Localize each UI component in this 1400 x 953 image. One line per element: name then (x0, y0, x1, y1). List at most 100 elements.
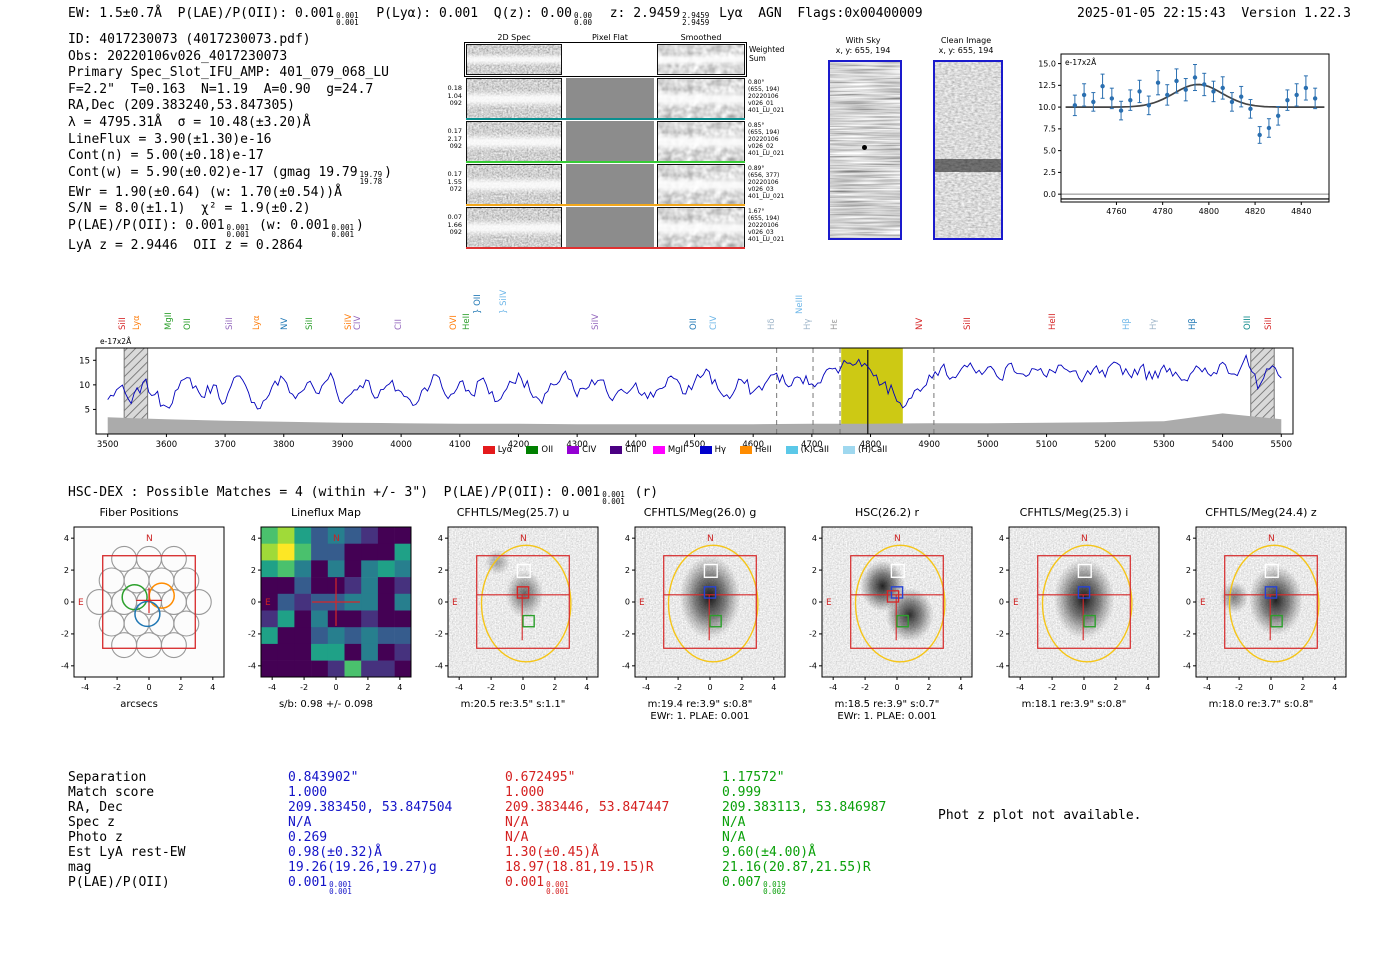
legend-label: (H)CaII (858, 445, 888, 455)
line-marker-SiII: SiII (1263, 317, 1274, 330)
match-cell: N/A (505, 830, 529, 845)
cutout-caption: arcsecs (120, 699, 158, 710)
svg-text:2: 2 (739, 683, 744, 692)
pixel-flat-strip (566, 78, 654, 118)
cutout-panel-image-2: CFHTLS/Meg(25.7) u N E -4 -4 -2 -2 0 0 2 2 4 4 m:20.5… (420, 506, 606, 722)
svg-text:0: 0 (146, 683, 151, 692)
svg-text:4: 4 (771, 683, 776, 692)
svg-text:2: 2 (926, 683, 931, 692)
svg-text:-2: -2 (861, 683, 869, 692)
svg-text:4820: 4820 (1245, 207, 1265, 216)
info-line: Cont(w) = 5.90(±0.02)e-17 (gmag 19.79 19.… (68, 164, 392, 186)
line-marker-HeII: HeII (461, 313, 472, 330)
svg-text:4: 4 (397, 683, 402, 692)
fiber-id-labels: 0.89° (656, 377) 20220106 v026_03 401_LU… (748, 165, 785, 200)
match-cell: N/A (722, 815, 746, 830)
svg-text:N: N (146, 534, 153, 544)
legend-swatch (699, 446, 712, 454)
units-annotation: e-17x2Å (100, 337, 132, 346)
legend-item: Hγ (699, 445, 726, 455)
svg-text:E: E (826, 598, 832, 608)
legend-item: (H)CaII (843, 445, 887, 455)
legend-label: (K)CaII (800, 445, 830, 455)
line-marker-Ly: Lyα (251, 315, 262, 330)
svg-text:-4: -4 (829, 683, 837, 692)
line-marker-SiII: SiII (963, 317, 974, 330)
svg-text:5.0: 5.0 (1043, 146, 1056, 155)
cutout-panel-lineflux-1: Lineflux Map N E -4 -4 -2 -2 0 0 2 2 4 4 s/b: 0.98 +/… (233, 506, 419, 722)
svg-text:4100: 4100 (449, 440, 471, 450)
svg-text:N: N (1081, 534, 1088, 544)
cutout-plot: N E -4 -4 -2 -2 0 0 2 2 4 4 (809, 526, 973, 692)
svg-text:5000: 5000 (977, 440, 999, 450)
cutout-title: CFHTLS/Meg(25.3) i (1019, 506, 1129, 519)
cutout-panel-image-6: CFHTLS/Meg(24.4) z N E -4 -4 -2 -2 0 0 2 2 4 4 m:18.0… (1168, 506, 1354, 722)
spec2d-strip (466, 78, 562, 120)
svg-text:4: 4 (64, 534, 69, 543)
info-line: LineFlux = 3.90(±1.30)e-16 (68, 131, 272, 147)
svg-text:0: 0 (438, 598, 443, 607)
cutout-panel-image-5: CFHTLS/Meg(25.3) i N E -4 -4 -2 -2 0 0 2 2 4 4 m:18.1… (981, 506, 1167, 722)
line-marker-SiII: SiII (118, 317, 129, 330)
cutout-title: HSC(26.2) r (854, 506, 920, 519)
cutout-caption-2: EWr: 1. PLAE: 0.001 (837, 711, 937, 722)
svg-text:-2: -2 (487, 683, 495, 692)
weighted-sum-frame (464, 42, 747, 77)
fiber-color-separator (466, 118, 745, 120)
svg-text:E: E (452, 598, 458, 608)
fiber-weight-labels: 0.17 2.17 092 (447, 127, 462, 150)
match-cell: 19.26(19.26,19.27)g (288, 860, 437, 875)
svg-text:N: N (707, 534, 714, 544)
match-cell: 0.269 (288, 830, 328, 845)
svg-text:0: 0 (999, 598, 1004, 607)
catalog-match-header: HSC-DEX : Possible Matches = 4 (within +… (68, 485, 659, 506)
legend-swatch (482, 446, 495, 454)
line-fit-plot: 0.0 2.5 5.0 7.5 10.0 12.5 15.0 4760 4780 4800 4820… (1038, 53, 1330, 216)
dark-band (935, 158, 1001, 172)
info-line: ID: 4017230073 (4017230073.pdf) (68, 32, 311, 47)
cutout-title: Fiber Positions (99, 506, 179, 519)
legend-swatch (843, 446, 856, 454)
svg-text:-4: -4 (1016, 683, 1024, 692)
svg-text:15.0: 15.0 (1038, 59, 1056, 68)
info-line: P(LAE)/P(OII): 0.001 0.001 0.001 (w: 0.001… (68, 217, 364, 239)
cutout-caption: m:19.4 re:3.9" s:0.8" (647, 699, 753, 710)
line-marker-Ly: Lyα (131, 315, 142, 330)
svg-text:4300: 4300 (566, 440, 588, 450)
cutout-panel-image-3: CFHTLS/Meg(26.0) g N E -4 -4 -2 -2 0 0 2 2 4 4 m:19.4… (607, 506, 793, 722)
stacked-fraction: 0.001 0.001 (226, 222, 250, 239)
svg-text:2: 2 (1186, 566, 1191, 575)
line-marker-OII: OII (182, 318, 193, 330)
legend-swatch (567, 446, 580, 454)
svg-text:0: 0 (894, 683, 899, 692)
cutout-panel-image-4: HSC(26.2) r N E -4 -4 -2 -2 0 0 2 2 4 4 m:18.5 re:3.9… (794, 506, 980, 722)
spec2d-strip (657, 164, 745, 206)
line-marker-CIV: CIV (709, 315, 720, 330)
match-cell: 1.30(±0.45)Å (505, 845, 599, 860)
svg-text:2: 2 (438, 566, 443, 575)
svg-text:E: E (1013, 598, 1019, 608)
svg-text:-2: -2 (1048, 683, 1056, 692)
legend-label: Hγ (714, 445, 726, 455)
cutout-title: Lineflux Map (290, 506, 362, 519)
spec2d-strip (466, 44, 562, 75)
line-marker-OII: OII (689, 318, 700, 330)
cutout-title: CFHTLS/Meg(25.7) u (456, 506, 570, 519)
stacked-fraction: 0.001 0.001 (331, 222, 354, 239)
cutout-plot: N E -4 -4 -2 -2 0 0 2 2 4 4 (622, 526, 786, 692)
svg-text:-2: -2 (1235, 683, 1243, 692)
svg-text:-4: -4 (268, 683, 276, 692)
match-table-row: mag 19.26(19.26,19.27)g 18.97(18.81,19.15)… (68, 860, 939, 875)
fiber-id-labels: 1.67° (655, 194) 20220106 v026_03 401_LU… (748, 208, 785, 243)
svg-text:-4: -4 (61, 662, 69, 671)
match-cell: 1.17572" (722, 770, 785, 785)
match-table-row: Photo z 0.269 N/A N/A (68, 830, 939, 845)
svg-text:N: N (1268, 534, 1275, 544)
svg-text:15: 15 (79, 356, 90, 366)
svg-text:5400: 5400 (1212, 440, 1234, 450)
svg-text:5200: 5200 (1094, 440, 1116, 450)
svg-text:-2: -2 (622, 630, 630, 639)
spectrum-axes: 5 10 15 3500 3600 3700 3800 3900 4000 4100 4200 430… (79, 347, 1294, 450)
spec2d-strip (466, 121, 562, 163)
